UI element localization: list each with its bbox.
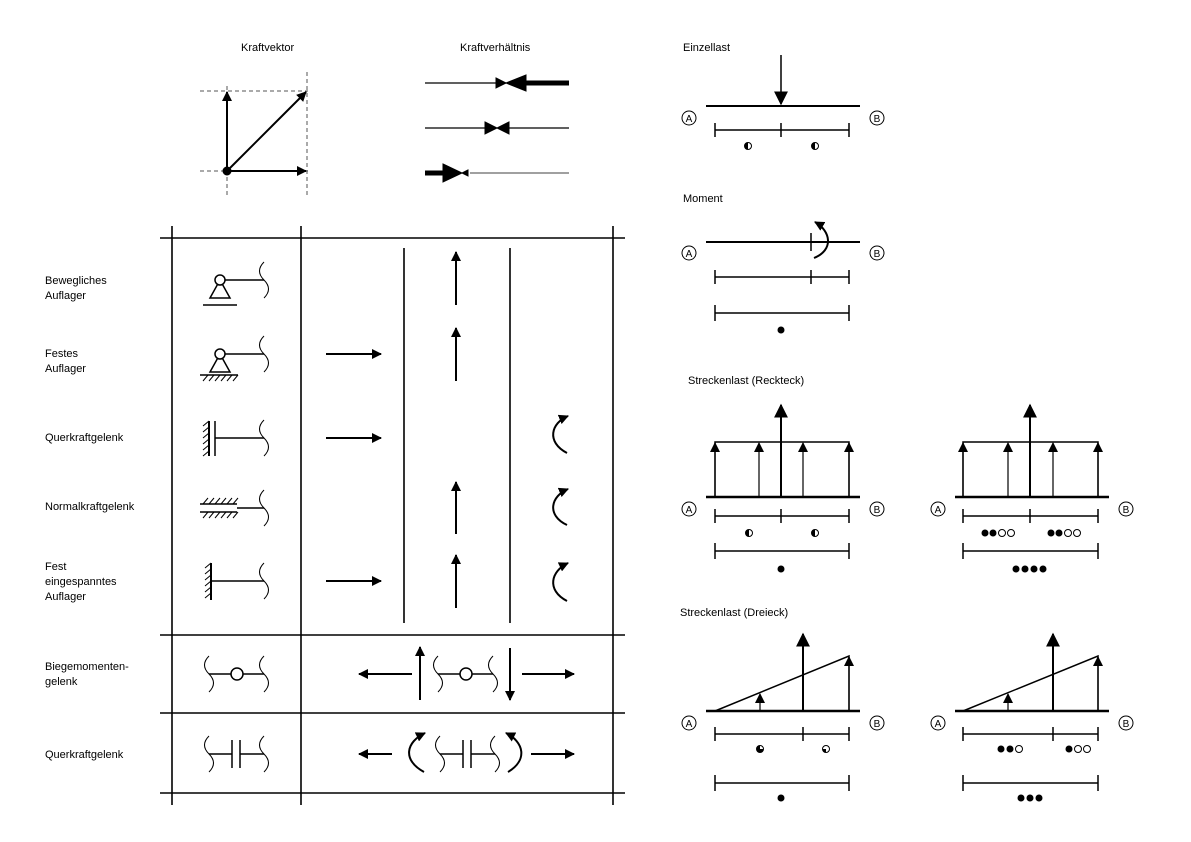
streckenlast-dreieck-2 (930, 632, 1134, 802)
kraftvektor-title: Kraftvektor (241, 42, 295, 54)
symbol-festes-auflager (200, 335, 269, 382)
moment-title: Moment (683, 193, 723, 205)
streckenlast-dreieck-title: Streckenlast (Dreieck) (680, 607, 789, 619)
reaction-arrows (326, 251, 569, 608)
node-a-label: A (686, 249, 693, 260)
node-b-label: B (874, 249, 881, 260)
symbol-bewegliches-auflager (203, 261, 269, 306)
row-label-normalkraftgelenk: Normalkraftgelenk (45, 501, 135, 513)
kraftverhaeltnis-figure (425, 74, 569, 183)
streckenlast-rechteck-2 (930, 403, 1134, 573)
einzellast-figure (681, 55, 885, 150)
biegemoment-reactions (358, 646, 575, 701)
kraftvektor-figure (200, 72, 308, 198)
row-label-querkraftgelenk: Querkraftgelenk (45, 432, 124, 444)
querkraft-reactions (358, 732, 575, 773)
kraftverhaeltnis-title: Kraftverhältnis (460, 42, 531, 54)
streckenlast-dreieck-1 (681, 632, 885, 802)
row-label-biegemomentengelenk: Biegemomenten- gelenk (45, 661, 129, 688)
node-a-label: A (935, 719, 942, 730)
symbol-querkraftgelenk-2 (204, 735, 269, 773)
node-a-label: A (686, 505, 693, 516)
node-b-label: B (874, 114, 881, 125)
row-label-querkraftgelenk-2: Querkraftgelenk (45, 749, 124, 761)
row-label-fest-eingespanntes-auflager: Fest eingespanntes Auflager (45, 561, 117, 603)
node-letters: A B A B A B A B A B A B (686, 114, 1130, 730)
node-a-label: A (686, 719, 693, 730)
node-b-label: B (874, 505, 881, 516)
moment-figure (681, 221, 885, 334)
table-grid (160, 226, 625, 805)
node-b-label: B (1123, 505, 1130, 516)
row-label-bewegliches-auflager: Bewegliches Auflager (45, 275, 107, 302)
symbol-biegemomentengelenk (204, 655, 269, 693)
symbol-querkraftgelenk (202, 419, 269, 457)
row-label-festes-auflager: Festes Auflager (45, 348, 86, 375)
node-b-label: B (1123, 719, 1130, 730)
node-a-label: A (935, 505, 942, 516)
node-b-label: B (874, 719, 881, 730)
streckenlast-rechteck-title: Streckenlast (Reckteck) (688, 375, 805, 387)
symbol-normalkraftgelenk (200, 489, 269, 527)
einzellast-title: Einzellast (683, 42, 731, 54)
streckenlast-rechteck-1 (681, 403, 885, 573)
node-a-label: A (686, 114, 693, 125)
vector-resultant-arrow (226, 91, 307, 172)
symbol-fest-eingespanntes-auflager (204, 562, 269, 600)
